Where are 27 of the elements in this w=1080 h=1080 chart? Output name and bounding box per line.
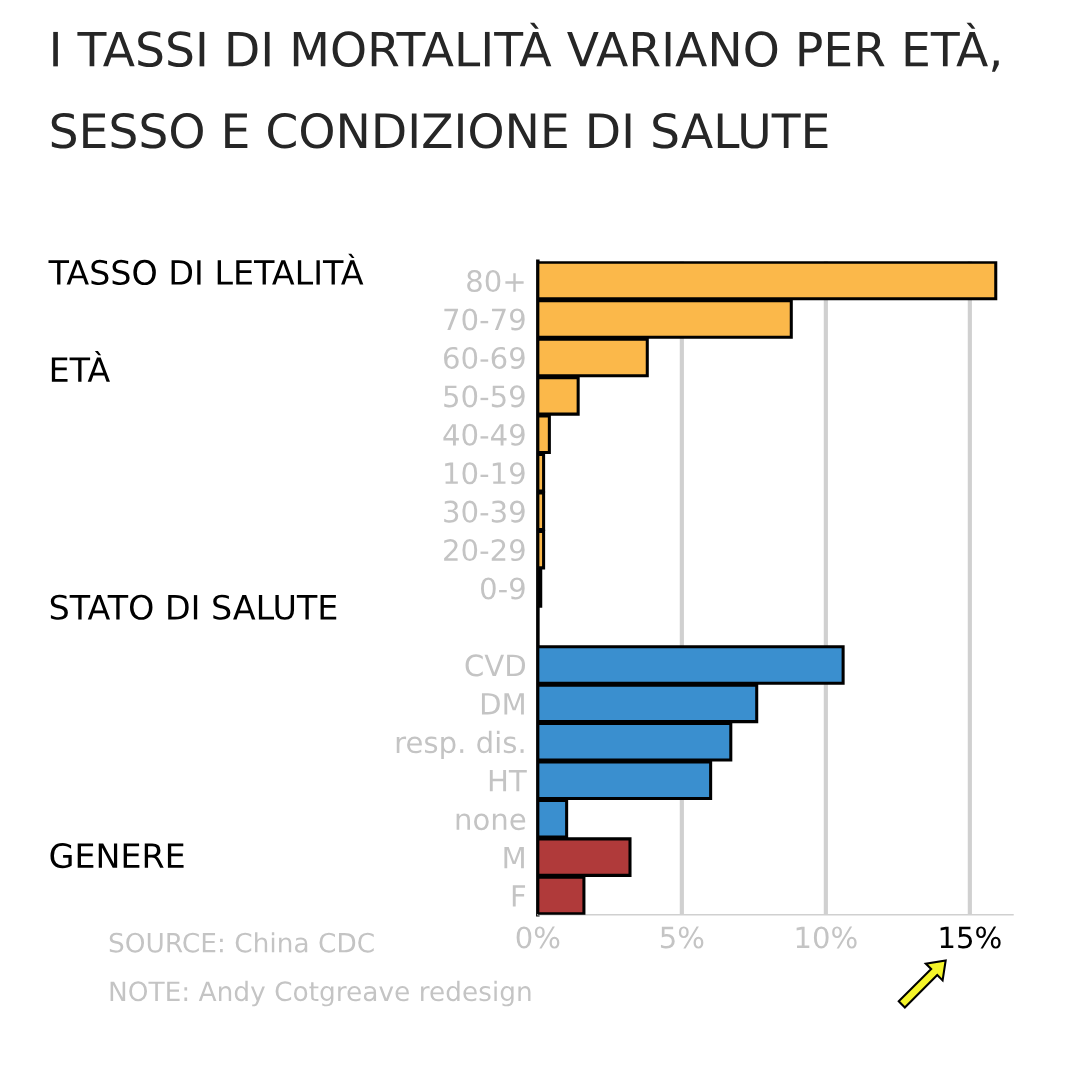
source-note: SOURCE: China CDC xyxy=(109,932,374,953)
y-tick-label: none xyxy=(456,813,526,831)
x-tick-label: 0% xyxy=(516,926,560,949)
y-tick-label: CVD xyxy=(465,654,526,677)
text: NOTE: Andy Cotgreave redesign xyxy=(110,980,531,1007)
text: STATO DI SALUTE xyxy=(50,594,337,620)
y-tick-label: 40-49 xyxy=(443,423,525,446)
y-tick-label: 80+ xyxy=(467,270,524,293)
text: GENERE xyxy=(50,843,184,869)
y-tick-label: M xyxy=(504,846,524,869)
y-tick-label: 60-69 xyxy=(444,346,525,369)
text: TASSO DI LETALITÀ xyxy=(48,253,364,286)
x-tick-label: 10% xyxy=(796,926,857,949)
y-tick-label: DM xyxy=(481,693,524,715)
y-tick-label: 20-29 xyxy=(444,539,525,562)
y-tick-label: 70-79 xyxy=(444,308,525,331)
y-tick-label: 50-59 xyxy=(444,385,525,408)
text: ETÀ xyxy=(51,350,110,382)
y-tick-label: 0-9 xyxy=(481,577,525,600)
y-tick-label: HT xyxy=(489,770,527,792)
chart-title: I TASSI DI MORTALITÀ VARIANO PER ETÀ, SESSO E CONDIZIONE DI SALUTE xyxy=(51,22,999,149)
y-tick-label: F xyxy=(512,885,526,907)
y-tick-label: 10-19 xyxy=(445,462,525,485)
x-tick-label: 5% xyxy=(660,926,704,949)
y-tick-label: 30-39 xyxy=(444,500,525,523)
y-tick-label: resp. dis. xyxy=(396,730,524,759)
x-tick-label: 15% xyxy=(940,926,1001,949)
